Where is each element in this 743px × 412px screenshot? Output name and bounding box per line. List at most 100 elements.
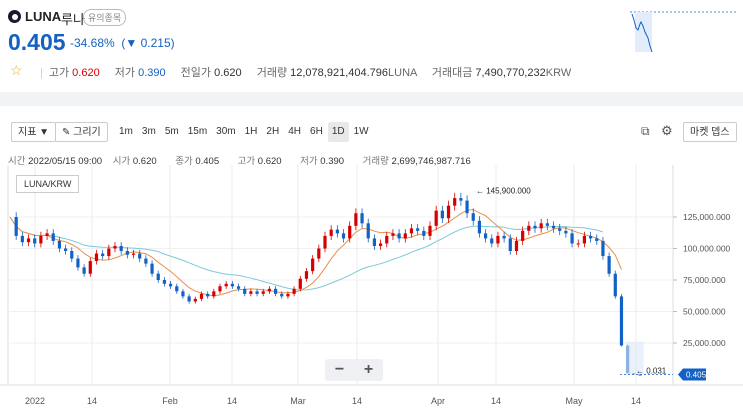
high-label: 고가 [48,67,70,79]
favorite-star-icon[interactable]: ☆ [10,62,23,78]
candle [372,238,377,246]
timeframe-list: 1m 3m 5m 15m 30m 1H 2H 4H 6H 1D 1W [115,122,373,142]
high-value-2: 0.620 [257,156,282,167]
amount-label: 거래대금 [431,67,473,79]
y-tick-label: 50,000.000 [683,307,726,317]
settings-gear-icon[interactable]: ⚙ [661,123,673,138]
candle [465,200,469,214]
candle [391,233,395,236]
candle [619,296,624,346]
volume-unit: LUNA [388,67,417,79]
candlestick-chart[interactable]: 125,000.000 100,000.000 75,000.000 50,000.0… [0,165,743,412]
vol-label: 거래량 [362,156,389,167]
candle [82,267,86,274]
candle [416,228,420,231]
timeframe-1D[interactable]: 1D [327,122,349,142]
timeframe-1W[interactable]: 1W [353,126,369,137]
timeframe-4H[interactable]: 4H [288,126,302,137]
candle [459,198,463,201]
amount-unit: KRW [545,67,572,79]
candle [236,286,241,289]
candle [508,238,512,252]
candle [378,243,383,246]
candle [409,228,414,234]
candle [564,230,568,234]
volume-label: 거래량 [256,67,288,79]
time-value: 2022/05/15 09:00 [28,156,103,167]
candle [434,210,438,226]
high-label-2: 고가 [237,156,256,167]
timeframe-2H[interactable]: 2H [266,126,280,137]
indicator-button[interactable]: 지표 ▼ [11,122,57,142]
candle [348,225,352,239]
ohlc-info-line: 시간 2022/05/15 09:00 시가 0.620 종가 0.405 고가… [8,153,479,167]
candle [45,233,49,236]
candle [286,293,290,297]
candle [490,238,494,244]
timeframe-5m[interactable]: 5m [164,126,179,137]
luna-logo-icon [8,10,21,23]
candle [558,228,562,231]
candle [107,248,111,257]
timeframe-6H[interactable]: 6H [310,126,323,137]
change-percent: -34.68% [70,36,115,50]
price-change: -34.68% (▼ 0.215) [70,36,175,50]
candle [193,298,197,302]
market-depth-button[interactable]: 마켓 뎁스 [683,122,737,142]
candle [267,288,272,292]
low-label: 저가 [114,67,136,79]
candle [138,253,142,259]
candle [119,245,123,252]
candle [181,291,185,297]
candle [601,240,605,257]
x-tick-label: 14 [352,396,362,406]
change-absolute: (▼ 0.215) [121,36,175,50]
candle [527,225,531,231]
candle [385,235,389,244]
candle [26,238,31,243]
candle [101,253,105,257]
timeframe-30m[interactable]: 30m [216,126,236,137]
coin-symbol: LUNA [25,9,62,24]
candle [292,288,296,294]
candle [304,271,309,279]
candle [156,273,160,280]
candle [539,223,543,229]
candle [588,235,593,239]
x-tick-label: 2022 [25,396,45,406]
candle [613,273,617,297]
candle [533,225,537,229]
open-value: 0.620 [132,156,157,167]
close-label: 종가 [175,156,193,167]
timeframe-1H[interactable]: 1H [244,126,258,137]
candle [570,233,574,244]
draw-button[interactable]: ✎ 그리기 [55,122,108,142]
candle [57,240,62,249]
candle [477,220,482,234]
zoom-in-button[interactable]: + [363,361,374,378]
high-value: 0.620 [72,67,100,79]
chart-legend: LUNA/KRW [16,175,80,193]
timeframe-3m[interactable]: 3m [141,126,156,137]
candle [249,291,253,294]
ma-short-line [9,209,622,297]
candle [51,233,55,241]
prev-value: 0.620 [214,67,242,79]
candle [150,263,154,274]
popout-icon[interactable]: ⧉ [641,124,650,138]
candle [496,235,500,244]
candle [76,258,80,268]
x-tick-label: 14 [631,396,641,406]
timeframe-15m[interactable]: 15m [187,126,208,137]
candle [329,229,333,236]
candle [14,217,18,236]
candle [206,293,210,297]
candle [230,283,234,287]
zoom-controls: − + [325,359,383,381]
zoom-out-button[interactable]: − [334,361,345,378]
candle [582,235,587,244]
candle [366,223,370,239]
timeframe-1m[interactable]: 1m [119,126,133,137]
candle [261,291,265,294]
candle [354,213,358,226]
